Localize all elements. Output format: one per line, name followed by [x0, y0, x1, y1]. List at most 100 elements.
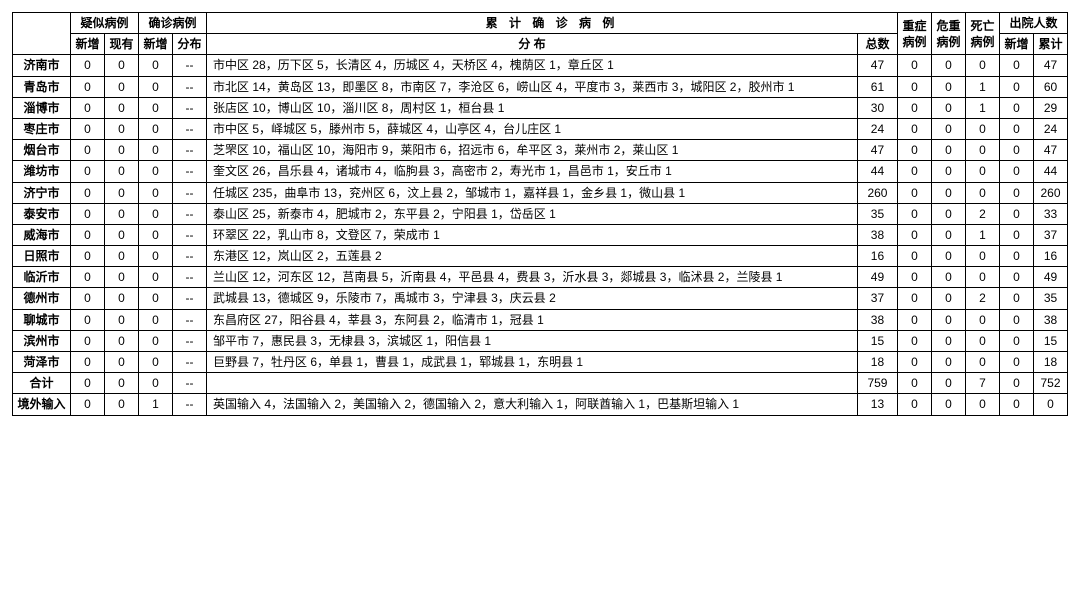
- cell-death: 0: [965, 118, 999, 139]
- cell-dist: 市中区 28，历下区 5，长清区 4，历城区 4，天桥区 4，槐荫区 1，章丘区…: [207, 55, 858, 76]
- cell-critical: 0: [931, 161, 965, 182]
- table-row: 临沂市000--兰山区 12，河东区 12，莒南县 5，沂南县 4，平邑县 4，…: [13, 267, 1068, 288]
- cell-severe: 0: [897, 182, 931, 203]
- cell-c-dist: --: [173, 182, 207, 203]
- cell-total: 44: [857, 161, 897, 182]
- cell-critical: 0: [931, 246, 965, 267]
- cell-s-new: 0: [71, 309, 105, 330]
- cell-s-new: 0: [71, 352, 105, 373]
- cell-c-new: 0: [139, 203, 173, 224]
- cases-table: 疑似病例 确诊病例 累 计 确 诊 病 例 重症病例 危重病例 死亡病例 出院人…: [12, 12, 1068, 416]
- cell-severe: 0: [897, 288, 931, 309]
- cell-death: 0: [965, 267, 999, 288]
- cell-d-cum: 37: [1033, 224, 1067, 245]
- cell-dist: 兰山区 12，河东区 12，莒南县 5，沂南县 4，平邑县 4，费县 3，沂水县…: [207, 267, 858, 288]
- cell-d-new: 0: [999, 352, 1033, 373]
- header-death: 死亡病例: [965, 13, 999, 55]
- cell-s-ex: 0: [105, 224, 139, 245]
- cell-total: 30: [857, 97, 897, 118]
- table-row: 烟台市000--芝罘区 10，福山区 10，海阳市 9，莱阳市 6，招远市 6，…: [13, 140, 1068, 161]
- cell-dist: [207, 373, 858, 394]
- cell-d-cum: 47: [1033, 140, 1067, 161]
- table-row: 枣庄市000--市中区 5，峄城区 5，滕州市 5，薛城区 4，山亭区 4，台儿…: [13, 118, 1068, 139]
- cell-dist: 泰山区 25，新泰市 4，肥城市 2，东平县 2，宁阳县 1，岱岳区 1: [207, 203, 858, 224]
- cell-critical: 0: [931, 140, 965, 161]
- cell-critical: 0: [931, 309, 965, 330]
- cell-critical: 0: [931, 118, 965, 139]
- cell-critical: 0: [931, 182, 965, 203]
- cell-death: 0: [965, 394, 999, 415]
- cell-c-dist: --: [173, 246, 207, 267]
- cell-s-ex: 0: [105, 288, 139, 309]
- cell-critical: 0: [931, 76, 965, 97]
- header-distribution: 分 布: [207, 34, 858, 55]
- cell-s-ex: 0: [105, 373, 139, 394]
- cell-d-cum: 16: [1033, 246, 1067, 267]
- cell-severe: 0: [897, 394, 931, 415]
- cell-total: 15: [857, 330, 897, 351]
- cell-c-new: 0: [139, 55, 173, 76]
- cell-city: 淄博市: [13, 97, 71, 118]
- cell-d-cum: 33: [1033, 203, 1067, 224]
- cell-s-ex: 0: [105, 118, 139, 139]
- cell-s-new: 0: [71, 140, 105, 161]
- cell-c-new: 0: [139, 76, 173, 97]
- cell-critical: 0: [931, 203, 965, 224]
- header-s-new: 新增: [71, 34, 105, 55]
- cell-s-ex: 0: [105, 97, 139, 118]
- cell-c-dist: --: [173, 394, 207, 415]
- cell-c-new: 1: [139, 394, 173, 415]
- cell-critical: 0: [931, 97, 965, 118]
- cell-d-cum: 18: [1033, 352, 1067, 373]
- cell-city: 济宁市: [13, 182, 71, 203]
- cell-c-new: 0: [139, 97, 173, 118]
- cell-s-new: 0: [71, 182, 105, 203]
- table-row: 青岛市000--市北区 14，黄岛区 13，即墨区 8，市南区 7，李沧区 6，…: [13, 76, 1068, 97]
- cell-total: 759: [857, 373, 897, 394]
- cell-s-ex: 0: [105, 203, 139, 224]
- cell-c-dist: --: [173, 55, 207, 76]
- cell-d-cum: 260: [1033, 182, 1067, 203]
- cell-c-new: 0: [139, 309, 173, 330]
- cell-c-dist: --: [173, 97, 207, 118]
- cell-c-dist: --: [173, 161, 207, 182]
- header-suspected: 疑似病例: [71, 13, 139, 34]
- cell-c-new: 0: [139, 288, 173, 309]
- cell-critical: 0: [931, 267, 965, 288]
- cell-dist: 环翠区 22，乳山市 8，文登区 7，荣成市 1: [207, 224, 858, 245]
- cell-s-ex: 0: [105, 55, 139, 76]
- cell-d-new: 0: [999, 118, 1033, 139]
- cell-s-new: 0: [71, 288, 105, 309]
- cell-total: 61: [857, 76, 897, 97]
- cell-s-new: 0: [71, 224, 105, 245]
- cell-city: 威海市: [13, 224, 71, 245]
- cell-city: 潍坊市: [13, 161, 71, 182]
- cell-city: 日照市: [13, 246, 71, 267]
- cell-death: 0: [965, 309, 999, 330]
- table-row: 潍坊市000--奎文区 26，昌乐县 4，诸城市 4，临朐县 3，高密市 2，寿…: [13, 161, 1068, 182]
- cell-s-new: 0: [71, 97, 105, 118]
- cell-d-cum: 38: [1033, 309, 1067, 330]
- cell-total: 16: [857, 246, 897, 267]
- cell-critical: 0: [931, 394, 965, 415]
- cell-total: 49: [857, 267, 897, 288]
- header-s-existing: 现有: [105, 34, 139, 55]
- cell-c-new: 0: [139, 140, 173, 161]
- cell-s-ex: 0: [105, 140, 139, 161]
- cell-total: 37: [857, 288, 897, 309]
- header-d-cum: 累计: [1033, 34, 1067, 55]
- cell-d-new: 0: [999, 161, 1033, 182]
- cell-death: 2: [965, 288, 999, 309]
- cell-s-ex: 0: [105, 267, 139, 288]
- cell-severe: 0: [897, 309, 931, 330]
- cell-death: 1: [965, 97, 999, 118]
- table-row: 德州市000--武城县 13，德城区 9，乐陵市 7，禹城市 3，宁津县 3，庆…: [13, 288, 1068, 309]
- cell-critical: 0: [931, 373, 965, 394]
- cell-c-dist: --: [173, 373, 207, 394]
- cell-dist: 市北区 14，黄岛区 13，即墨区 8，市南区 7，李沧区 6，崂山区 4，平度…: [207, 76, 858, 97]
- cell-s-ex: 0: [105, 330, 139, 351]
- cell-s-ex: 0: [105, 352, 139, 373]
- cell-dist: 邹平市 7，惠民县 3，无棣县 3，滨城区 1，阳信县 1: [207, 330, 858, 351]
- cell-c-new: 0: [139, 352, 173, 373]
- cell-total: 38: [857, 309, 897, 330]
